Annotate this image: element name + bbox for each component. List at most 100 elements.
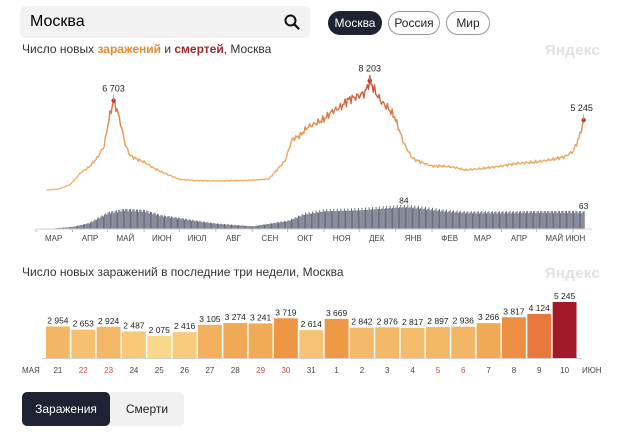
category-label: 4 (410, 366, 415, 375)
deaths-bar (199, 220, 201, 229)
region-moscow-button[interactable]: Москва (328, 11, 382, 35)
deaths-bar (222, 224, 224, 229)
deaths-bar (459, 211, 460, 229)
deaths-bar (472, 213, 473, 229)
deaths-bar (433, 210, 435, 229)
deaths-bar (166, 217, 168, 229)
deaths-bar (307, 214, 309, 229)
x-tick-label: ИЮЛ (188, 234, 207, 243)
deaths-bar (520, 211, 522, 229)
deaths-bar (111, 211, 113, 229)
deaths-bar (185, 218, 187, 229)
deaths-bar (83, 224, 84, 229)
deaths-bar (274, 222, 276, 229)
x-tick-label: МАР (45, 234, 62, 243)
deaths-bar (574, 213, 576, 229)
deaths-bar (327, 211, 329, 229)
deaths-bar (414, 205, 416, 229)
region-world-button[interactable]: Мир (446, 11, 490, 35)
bar (299, 330, 324, 358)
deaths-bar (374, 209, 376, 229)
deaths-bar (527, 210, 529, 229)
deaths-bar (138, 211, 140, 229)
deaths-bar (147, 211, 149, 229)
deaths-bar (437, 210, 439, 229)
deaths-bar (396, 205, 398, 229)
deaths-bar (350, 208, 352, 229)
deaths-bar (91, 221, 93, 229)
deaths-bar (382, 206, 384, 229)
deaths-bar (521, 213, 523, 229)
metric-tabs: Заражения Смерти (22, 392, 184, 426)
x-tick-label: ФЕВ (441, 234, 458, 243)
deaths-bar (410, 205, 412, 229)
deaths-bar (372, 207, 374, 229)
deaths-bar (511, 211, 513, 229)
category-label: 3 (385, 366, 390, 375)
category-label: 5 (436, 366, 441, 375)
deaths-bar (415, 208, 417, 229)
x-tick-label: АВГ (226, 234, 242, 243)
chart1-svg: МАР АПР МАЙ ИЮН ИЮЛ АВГ СЕН ОКТ НОЯ ДЕК ЯНВ ФЕВ МАР А… (35, 64, 593, 243)
category-label: 31 (307, 366, 316, 375)
deaths-bar (225, 224, 227, 229)
tab-infections[interactable]: Заражения (22, 392, 110, 426)
deaths-bar (367, 209, 369, 229)
tab-deaths[interactable]: Смерти (125, 402, 169, 416)
deaths-bar (564, 211, 566, 229)
deaths-bar (343, 208, 345, 229)
deaths-bar (547, 211, 549, 229)
deaths-bar (114, 210, 116, 229)
deaths-bar (316, 212, 318, 229)
deaths-bar (285, 221, 287, 229)
deaths-bar (490, 212, 492, 229)
deaths-bar (542, 213, 544, 229)
deaths-bar (309, 213, 311, 229)
deaths-bar (321, 211, 323, 229)
deaths-bar (182, 218, 184, 229)
x-tick-label: НОЯ (333, 234, 351, 243)
bar (375, 327, 400, 358)
deaths-bar (480, 212, 482, 229)
search-box[interactable] (20, 6, 310, 38)
deaths-bar (338, 210, 339, 229)
search-icon[interactable] (284, 14, 300, 30)
category-label: 10 (560, 366, 569, 375)
deaths-bar (200, 221, 202, 229)
deaths-bar (576, 211, 578, 229)
deaths-bar (407, 204, 409, 229)
search-input[interactable] (30, 11, 280, 33)
deaths-bar (187, 220, 189, 229)
bar (172, 332, 197, 358)
deaths-bar (229, 224, 231, 229)
deaths-bar (456, 210, 458, 229)
x-tick-label: ИЮН (152, 234, 172, 243)
deaths-bar (376, 209, 378, 229)
region-russia-button[interactable]: Россия (388, 11, 440, 35)
deaths-bar (108, 211, 110, 229)
bar (426, 327, 450, 358)
deaths-bar (362, 210, 364, 229)
deaths-bar (224, 223, 225, 229)
deaths-bar (236, 225, 238, 229)
deaths-bar (553, 213, 554, 229)
deaths-bar (444, 210, 446, 229)
deaths-bar (191, 220, 193, 229)
deaths-bar (260, 225, 262, 229)
deaths-bar (363, 209, 365, 229)
deaths-bar (443, 211, 445, 229)
deaths-bar (504, 211, 506, 229)
deaths-bar (533, 211, 535, 229)
deaths-bar (388, 208, 390, 229)
deaths-bar (87, 223, 89, 229)
deaths-bar (295, 217, 297, 229)
bar (350, 327, 374, 358)
deaths-bar (268, 224, 270, 229)
deaths-bar (352, 210, 354, 229)
deaths-bar (256, 225, 258, 229)
deaths-bar (292, 219, 294, 229)
deaths-bar (219, 224, 221, 229)
peak-label: 6 703 (102, 84, 125, 94)
deaths-bar (416, 207, 418, 229)
deaths-bar (202, 221, 204, 229)
